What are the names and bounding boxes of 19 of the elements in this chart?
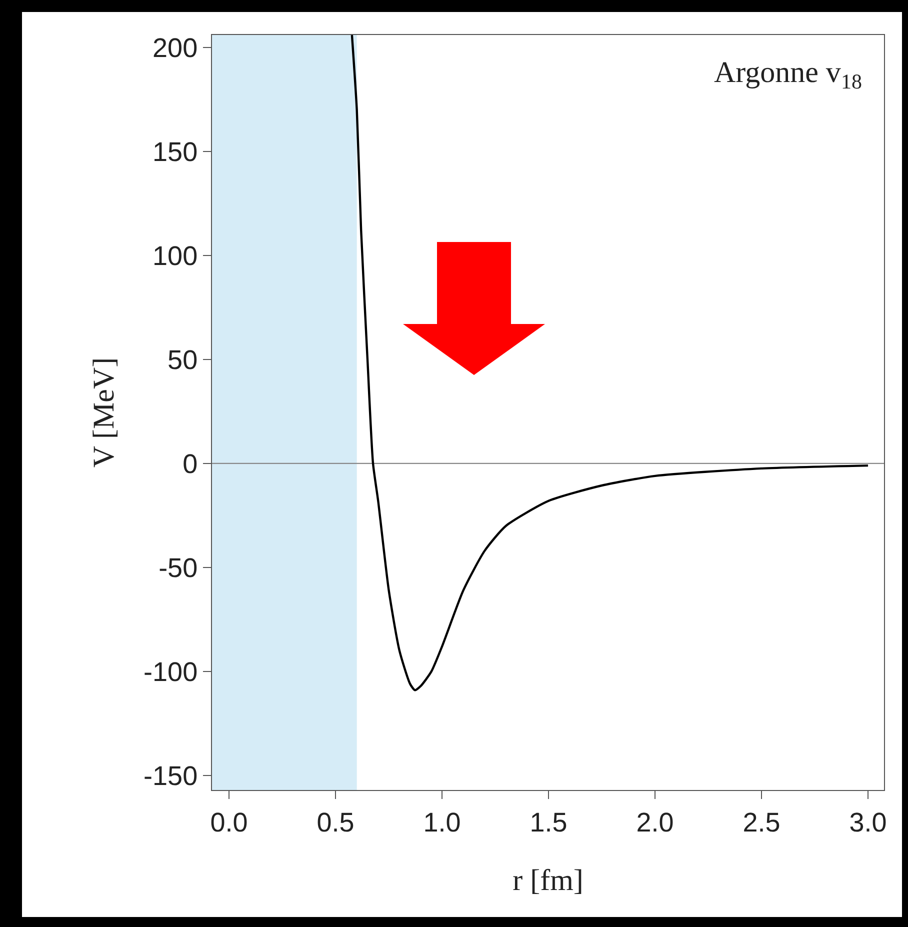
y-tick-label: 50 xyxy=(168,344,198,375)
y-tick-label: 200 xyxy=(152,32,198,63)
y-tick-label: -50 xyxy=(158,552,198,583)
y-axis-title: V [MeV] xyxy=(88,357,121,468)
y-tick-label: 150 xyxy=(152,136,198,167)
y-tick-label: 0 xyxy=(182,448,198,479)
line-series xyxy=(350,35,870,692)
y-tick-label: -100 xyxy=(144,656,198,687)
x-axis-title: r [fm] xyxy=(512,864,584,897)
y-tick-label: 100 xyxy=(152,240,198,271)
x-tick-label: 2.0 xyxy=(636,807,674,838)
x-tick-label: 1.5 xyxy=(530,807,568,838)
x-tick-label: 0.5 xyxy=(316,807,354,838)
x-tick-label: 3.0 xyxy=(849,807,887,838)
annotation: Argonne v$_{18}$ xyxy=(714,56,862,94)
x-tick-label: 2.5 xyxy=(742,807,780,838)
x-tick-label: 0.0 xyxy=(210,807,248,838)
x-tick-label: 1.0 xyxy=(423,807,461,838)
y-tick-label: -150 xyxy=(144,760,198,791)
